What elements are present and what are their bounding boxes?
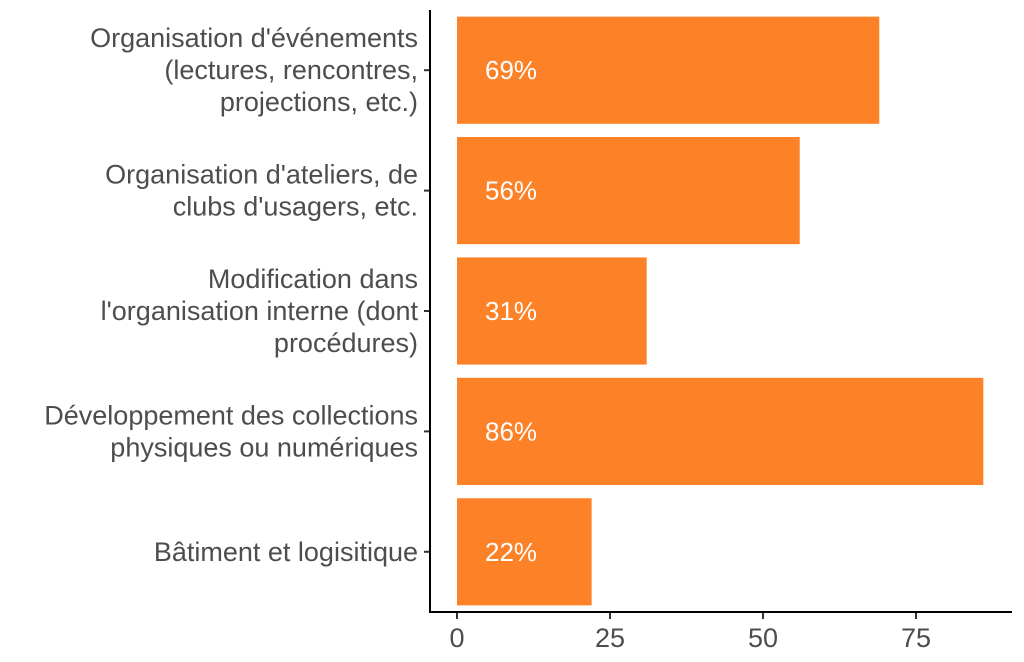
bar-0 — [457, 16, 880, 124]
category-label-3: Développement des collections physiques o… — [44, 400, 418, 462]
data-label-4: 22% — [485, 537, 537, 567]
category-label-1: Organisation d'ateliers, de clubs d'usage… — [105, 160, 418, 222]
bar-3 — [457, 377, 984, 485]
bar-4 — [457, 498, 592, 606]
bar-1 — [457, 137, 800, 245]
x-tick-label-2: 50 — [748, 623, 778, 653]
bar-2 — [457, 257, 647, 365]
category-label-2: Modification dans l'organisation interne … — [101, 264, 419, 358]
category-labels-group: Organisation d'événements (lectures, renc… — [44, 23, 418, 567]
data-labels-group: 69% 56% 31% 86% 22% — [485, 55, 537, 567]
x-tick-label-0: 0 — [449, 623, 464, 653]
data-label-3: 86% — [485, 416, 537, 446]
category-label-0: Organisation d'événements (lectures, renc… — [90, 23, 418, 117]
x-ticks-group: 0 25 50 75 — [449, 612, 931, 653]
bars-group — [457, 16, 984, 606]
x-tick-label-1: 25 — [595, 623, 625, 653]
data-label-1: 56% — [485, 176, 537, 206]
data-label-2: 31% — [485, 296, 537, 326]
data-label-0: 69% — [485, 55, 537, 85]
category-label-4: Bâtiment et logisitique — [154, 537, 418, 567]
x-tick-label-3: 75 — [901, 623, 931, 653]
